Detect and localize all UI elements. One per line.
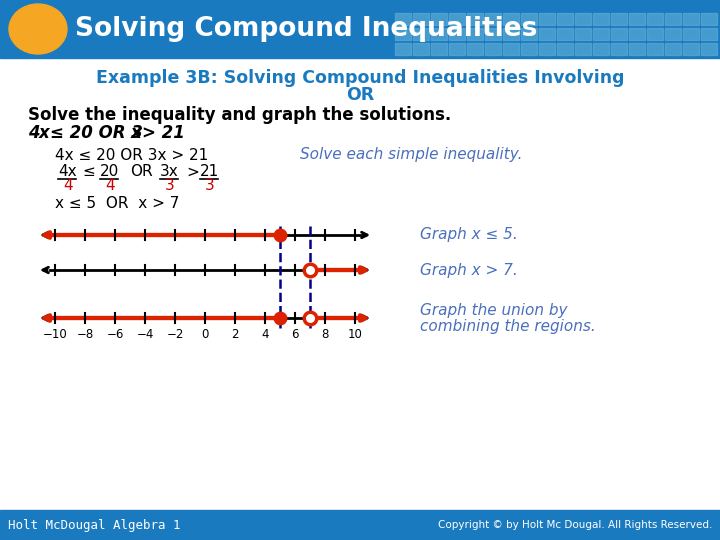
Bar	[431, 43, 447, 55]
Bar	[665, 28, 681, 40]
Bar	[539, 43, 555, 55]
Bar	[521, 28, 537, 40]
Text: 4: 4	[28, 124, 40, 142]
Bar	[593, 13, 609, 25]
Text: 8: 8	[321, 328, 329, 341]
Bar	[647, 28, 663, 40]
Bar	[395, 13, 411, 25]
Bar	[683, 43, 699, 55]
Text: Graph x ≤ 5.: Graph x ≤ 5.	[420, 227, 518, 242]
Bar	[467, 43, 483, 55]
Text: Example 3B: Solving Compound Inequalities Involving: Example 3B: Solving Compound Inequalitie…	[96, 69, 624, 87]
Bar	[467, 13, 483, 25]
Text: ≤ 20 OR 3: ≤ 20 OR 3	[50, 124, 143, 142]
Text: Copyright © by Holt Mc Dougal. All Rights Reserved.: Copyright © by Holt Mc Dougal. All Right…	[438, 520, 712, 530]
Bar	[485, 43, 501, 55]
Text: >: >	[186, 165, 199, 179]
Text: −8: −8	[76, 328, 94, 341]
Text: 4x ≤ 20 OR 3x > 21: 4x ≤ 20 OR 3x > 21	[55, 147, 208, 163]
Text: 4x: 4x	[58, 165, 76, 179]
Bar	[701, 43, 717, 55]
Bar	[503, 43, 519, 55]
Text: OR: OR	[346, 86, 374, 104]
Bar	[593, 28, 609, 40]
Bar	[611, 28, 627, 40]
Text: 3: 3	[205, 179, 215, 193]
Bar	[593, 43, 609, 55]
Bar	[449, 28, 465, 40]
Bar	[449, 13, 465, 25]
Bar	[665, 13, 681, 25]
Bar	[485, 28, 501, 40]
Text: ≤: ≤	[82, 165, 95, 179]
Text: 4: 4	[105, 179, 114, 193]
Bar	[0, 510, 720, 540]
Bar	[557, 28, 573, 40]
Text: 20: 20	[100, 165, 120, 179]
Bar	[413, 13, 429, 25]
Bar	[683, 28, 699, 40]
Text: 3: 3	[165, 179, 175, 193]
Bar	[503, 13, 519, 25]
Bar	[611, 43, 627, 55]
Text: 4: 4	[63, 179, 73, 193]
Text: 0: 0	[202, 328, 209, 341]
Bar	[665, 43, 681, 55]
Bar	[575, 13, 591, 25]
Bar	[557, 13, 573, 25]
Text: −10: −10	[42, 328, 68, 341]
Bar	[521, 43, 537, 55]
Bar	[611, 13, 627, 25]
Bar	[701, 28, 717, 40]
Bar	[701, 13, 717, 25]
Bar	[647, 13, 663, 25]
Text: −6: −6	[107, 328, 124, 341]
Text: combining the regions.: combining the regions.	[420, 319, 595, 334]
Text: Graph x > 7.: Graph x > 7.	[420, 262, 518, 278]
Text: Solve the inequality and graph the solutions.: Solve the inequality and graph the solut…	[28, 106, 451, 124]
Bar	[0, 0, 720, 58]
Bar	[413, 28, 429, 40]
Bar	[557, 43, 573, 55]
Bar	[467, 28, 483, 40]
Bar	[683, 13, 699, 25]
Text: 21: 21	[200, 165, 220, 179]
Text: Graph the union by: Graph the union by	[420, 302, 567, 318]
Bar	[629, 13, 645, 25]
Text: Holt McDougal Algebra 1: Holt McDougal Algebra 1	[8, 518, 181, 531]
Text: 2: 2	[231, 328, 239, 341]
Text: 4: 4	[261, 328, 269, 341]
Text: −4: −4	[136, 328, 153, 341]
Bar	[431, 13, 447, 25]
Text: OR: OR	[130, 165, 153, 179]
Text: −2: −2	[166, 328, 184, 341]
Bar	[521, 13, 537, 25]
Bar	[485, 13, 501, 25]
Bar	[575, 28, 591, 40]
Bar	[539, 13, 555, 25]
Text: 3x: 3x	[160, 165, 179, 179]
Text: 10: 10	[348, 328, 362, 341]
Text: > 21: > 21	[142, 124, 185, 142]
Text: x ≤ 5  OR  x > 7: x ≤ 5 OR x > 7	[55, 195, 179, 211]
Bar	[449, 43, 465, 55]
Bar	[539, 28, 555, 40]
Text: x: x	[131, 124, 142, 142]
Text: Solving Compound Inequalities: Solving Compound Inequalities	[75, 16, 537, 42]
Bar	[395, 28, 411, 40]
Bar	[395, 43, 411, 55]
Bar	[629, 43, 645, 55]
Bar	[647, 43, 663, 55]
Bar	[413, 43, 429, 55]
Bar	[629, 28, 645, 40]
Text: Solve each simple inequality.: Solve each simple inequality.	[300, 147, 523, 163]
Bar	[575, 43, 591, 55]
Bar	[503, 28, 519, 40]
Ellipse shape	[9, 4, 67, 54]
Text: x: x	[39, 124, 50, 142]
Bar	[431, 28, 447, 40]
Text: 6: 6	[292, 328, 299, 341]
